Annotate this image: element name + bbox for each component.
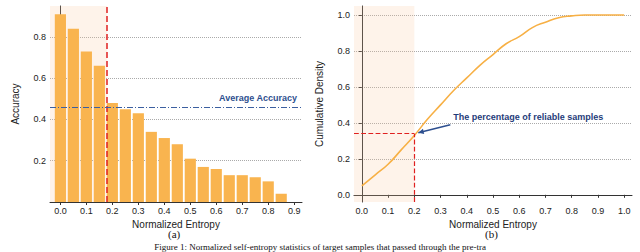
svg-text:0.2: 0.2 <box>337 154 350 164</box>
svg-text:0.4: 0.4 <box>33 114 46 124</box>
svg-text:0.4: 0.4 <box>337 118 350 128</box>
svg-text:0.8: 0.8 <box>337 46 350 56</box>
svg-text:0.2: 0.2 <box>106 206 119 216</box>
svg-text:Normalized Entropy: Normalized Entropy <box>132 219 220 230</box>
svg-text:(a): (a) <box>168 227 181 240</box>
svg-text:0.8: 0.8 <box>33 32 46 42</box>
svg-text:Cumulative Density: Cumulative Density <box>314 61 325 147</box>
svg-text:0.7: 0.7 <box>539 206 552 216</box>
svg-text:Figure 1: Normalized self-entr: Figure 1: Normalized self-entropy statis… <box>154 242 486 252</box>
svg-text:0.6: 0.6 <box>33 73 46 83</box>
svg-text:0.1: 0.1 <box>382 206 395 216</box>
svg-text:1.0: 1.0 <box>337 10 350 20</box>
svg-text:(b): (b) <box>485 227 498 240</box>
svg-text:0.0: 0.0 <box>54 206 67 216</box>
svg-text:Accuracy: Accuracy <box>10 83 21 124</box>
svg-text:0.1: 0.1 <box>80 206 93 216</box>
svg-text:0.7: 0.7 <box>236 206 249 216</box>
svg-text:0.2: 0.2 <box>33 156 46 166</box>
svg-text:0.0: 0.0 <box>337 190 350 200</box>
svg-text:1.0: 1.0 <box>618 206 631 216</box>
svg-text:0.8: 0.8 <box>262 206 275 216</box>
svg-text:0.8: 0.8 <box>565 206 578 216</box>
svg-text:0.2: 0.2 <box>408 206 421 216</box>
svg-text:Normalized Entropy: Normalized Entropy <box>449 219 537 230</box>
svg-text:0.6: 0.6 <box>337 82 350 92</box>
svg-text:0.3: 0.3 <box>132 206 145 216</box>
svg-text:0.5: 0.5 <box>184 206 197 216</box>
svg-text:0.0: 0.0 <box>356 206 369 216</box>
svg-text:0.9: 0.9 <box>592 206 605 216</box>
svg-text:Average Accuracy: Average Accuracy <box>219 93 297 103</box>
svg-text:0.3: 0.3 <box>434 206 447 216</box>
svg-text:0.6: 0.6 <box>513 206 526 216</box>
svg-text:0.5: 0.5 <box>487 206 500 216</box>
svg-text:0.6: 0.6 <box>210 206 223 216</box>
svg-text:0.9: 0.9 <box>288 206 301 216</box>
svg-text:0.4: 0.4 <box>461 206 474 216</box>
svg-text:0.4: 0.4 <box>158 206 171 216</box>
svg-text:The percentage of reliable sam: The percentage of reliable samples <box>453 112 603 122</box>
